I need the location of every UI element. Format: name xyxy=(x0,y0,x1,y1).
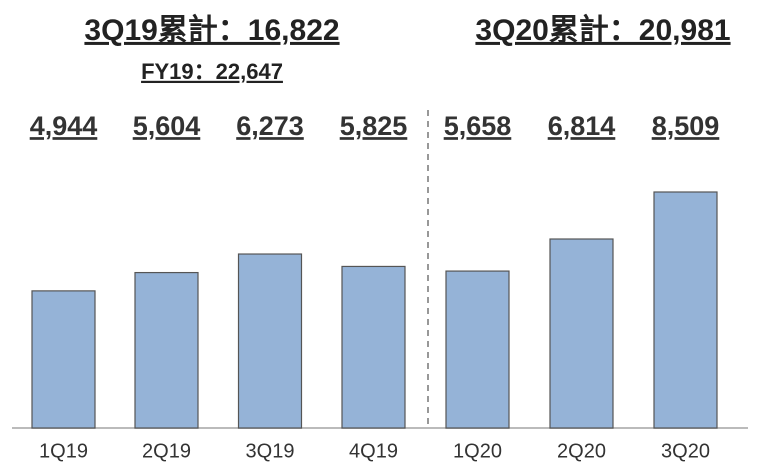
annotation: 3Q20累計：20,981 xyxy=(475,13,730,47)
value-label: 6,814 xyxy=(548,111,616,141)
x-tick-label: 4Q19 xyxy=(349,440,398,462)
bar xyxy=(445,270,510,429)
value-label: 8,509 xyxy=(652,111,720,141)
x-tick-label: 3Q20 xyxy=(661,440,710,462)
value-label: 5,658 xyxy=(444,111,512,141)
x-tick-label: 3Q19 xyxy=(246,440,295,462)
bar xyxy=(549,238,614,429)
value-label: 5,825 xyxy=(340,111,408,141)
bar xyxy=(653,191,718,429)
bar xyxy=(31,290,96,429)
value-label: 5,604 xyxy=(133,111,201,141)
value-label: 4,944 xyxy=(30,111,98,141)
bar xyxy=(237,253,303,429)
value-label: 6,273 xyxy=(236,111,304,141)
annotation: FY19：22,647 xyxy=(141,59,283,84)
annotation: 3Q19累計：16,822 xyxy=(84,13,339,47)
x-tick-label: 2Q19 xyxy=(142,440,191,462)
x-tick-label: 2Q20 xyxy=(557,440,606,462)
x-tick-label: 1Q20 xyxy=(453,440,502,462)
bar xyxy=(134,271,199,429)
x-tick-label: 1Q19 xyxy=(39,440,88,462)
bar xyxy=(341,265,406,429)
